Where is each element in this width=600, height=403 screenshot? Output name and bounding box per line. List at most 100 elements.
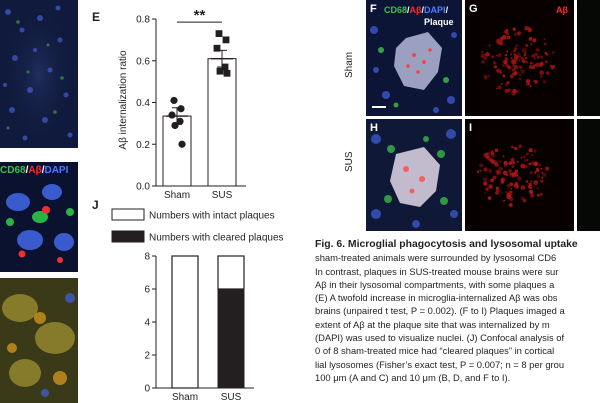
- abeta-speckle: [539, 75, 543, 78]
- abeta-speckle: [525, 44, 529, 47]
- abeta-speckle: [518, 59, 521, 62]
- abeta-speckle: [517, 55, 519, 58]
- abeta-speckle: [515, 44, 518, 47]
- abeta-speckle: [536, 174, 540, 178]
- y-tick-label: 0.8: [136, 15, 150, 26]
- abeta-speckle: [513, 49, 516, 53]
- legend-label: Numbers with intact plaques: [149, 211, 275, 222]
- bar-intact: [217, 255, 245, 290]
- data-point: [171, 121, 179, 130]
- data-point: [215, 30, 223, 38]
- abeta-speckle: [533, 180, 539, 186]
- abeta-speckle: [529, 190, 534, 194]
- abeta-speckle: [552, 51, 555, 54]
- bar-cleared: [217, 288, 245, 389]
- abeta-speckle: [510, 53, 512, 56]
- data-point: [222, 36, 230, 44]
- abeta-speckle: [530, 161, 535, 165]
- panel-label-j: J: [92, 198, 99, 212]
- abeta-speckle: [512, 88, 517, 94]
- row-label-sus: SUS: [344, 151, 355, 172]
- y-tick-label: 0.2: [136, 140, 150, 151]
- abeta-speckle: [545, 52, 549, 56]
- abeta-speckle: [508, 169, 512, 173]
- abeta-speckle: [540, 167, 543, 170]
- chart-e-ylabel: Aβ internalization ratio: [118, 50, 129, 150]
- abeta-speckle: [526, 61, 529, 63]
- panel-label-h: H: [370, 122, 378, 134]
- abeta-speckle: [530, 180, 533, 183]
- dapi-label: DAPI: [424, 5, 446, 15]
- abeta-speckle: [522, 198, 527, 203]
- abeta-speckle: [500, 69, 503, 72]
- abeta-speckle: [503, 164, 507, 168]
- abeta-speckle: [501, 35, 507, 40]
- abeta-speckle: [537, 56, 540, 59]
- bar-intact: [171, 255, 199, 389]
- y-tick-label: 6: [144, 285, 150, 296]
- abeta-speckle: [528, 148, 533, 153]
- abeta-speckle: [490, 151, 495, 155]
- panel-label-e: E: [92, 10, 101, 24]
- panel-h-image: H: [366, 119, 462, 231]
- panel-g-micrograph: [465, 0, 574, 116]
- y-tick-label: 0.6: [136, 56, 150, 67]
- abeta-channel-label: Aβ: [556, 5, 568, 15]
- abeta-speckle: [522, 48, 527, 53]
- abeta-speckle: [520, 185, 526, 190]
- abeta-speckle: [513, 54, 519, 60]
- caption-line: 100 μm (A and C) and 10 μm (B, D, and F …: [315, 371, 511, 383]
- abeta-speckle: [540, 179, 544, 183]
- abeta-speckle: [528, 162, 532, 166]
- abeta-speckle: [479, 169, 482, 172]
- abeta-speckle: [508, 161, 513, 165]
- abeta-speckle: [531, 54, 535, 58]
- abeta-speckle: [528, 182, 532, 186]
- cd68-label: CD68: [0, 165, 26, 176]
- abeta-speckle: [502, 64, 505, 67]
- y-tick-label: 2: [144, 351, 150, 362]
- abeta-speckle: [510, 190, 513, 193]
- left-micrograph-bottom-image: [0, 278, 78, 403]
- panel-next-image-2: [577, 119, 600, 231]
- abeta-speckle: [520, 69, 522, 72]
- abeta-speckle: [502, 74, 505, 78]
- abeta-speckle: [551, 65, 556, 69]
- abeta-speckle: [525, 79, 531, 84]
- abeta-speckle: [495, 169, 500, 175]
- data-point: [168, 111, 176, 119]
- abeta-speckle: [516, 31, 521, 36]
- abeta-speckle: [533, 57, 536, 60]
- abeta-speckle: [496, 68, 501, 73]
- abeta-speckle: [510, 172, 514, 176]
- abeta-speckle: [511, 182, 513, 185]
- abeta-speckle: [536, 187, 539, 190]
- abeta-speckle: [520, 196, 525, 201]
- abeta-speckle: [528, 184, 533, 189]
- panel-f-micrograph: [366, 0, 462, 116]
- abeta-speckle: [514, 33, 517, 36]
- abeta-speckle: [488, 44, 491, 47]
- y-tick-label: 0: [144, 384, 150, 395]
- abeta-speckle: [518, 144, 522, 148]
- y-tick-label: 8: [144, 252, 150, 263]
- separator: /: [407, 5, 410, 15]
- abeta-speckle: [504, 57, 508, 61]
- abeta-speckle: [504, 54, 508, 57]
- abeta-speckle: [539, 70, 544, 75]
- x-tick-label: Sham: [164, 190, 190, 200]
- abeta-speckle: [482, 177, 488, 182]
- panel-label-g: G: [469, 3, 478, 15]
- abeta-speckle: [521, 69, 525, 74]
- abeta-speckle: [501, 178, 504, 182]
- abeta-speckle: [511, 165, 515, 168]
- x-tick-label: Sham: [172, 392, 198, 403]
- caption-line: 0 of 8 sham-treated mice had “cleared pl…: [315, 345, 555, 357]
- legend-label: Numbers with cleared plaques: [149, 233, 284, 244]
- abeta-speckle: [526, 158, 529, 162]
- abeta-speckle: [506, 36, 511, 40]
- data-point: [216, 67, 224, 75]
- abeta-speckle: [504, 30, 508, 34]
- abeta-speckle: [545, 71, 550, 75]
- legend-swatch: [111, 208, 145, 221]
